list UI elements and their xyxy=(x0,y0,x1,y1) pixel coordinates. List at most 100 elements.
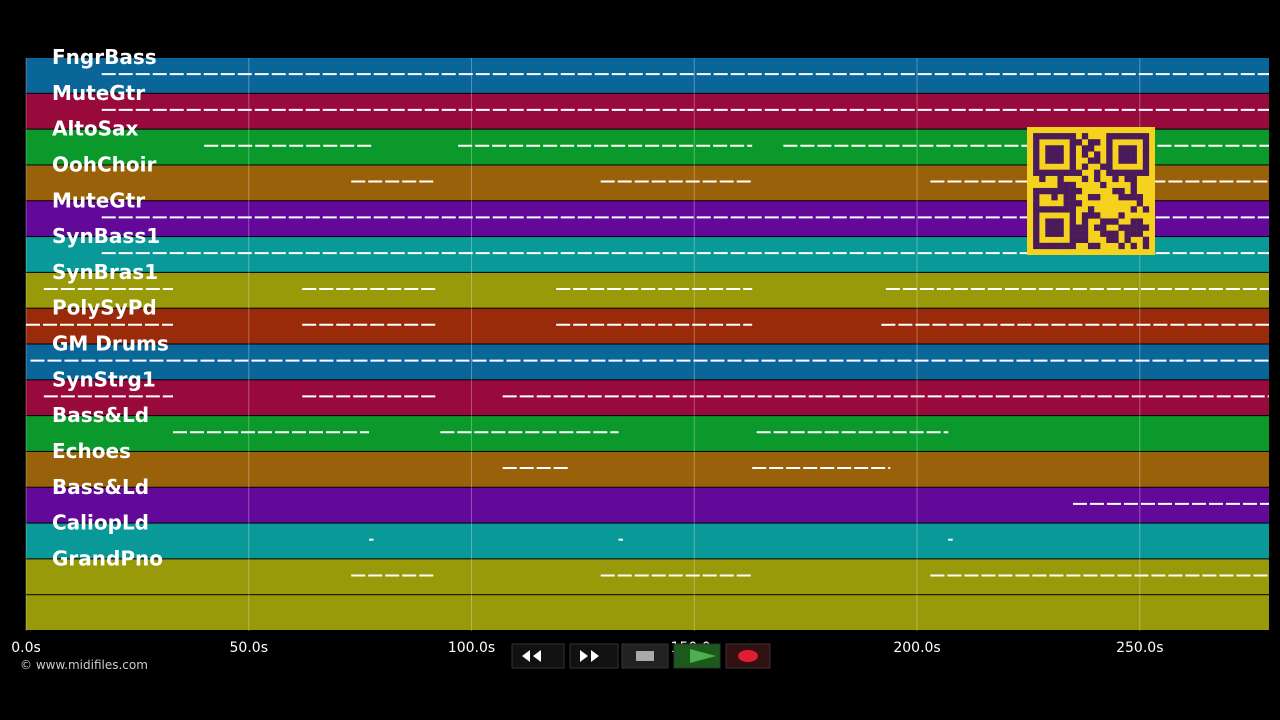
qr-cell xyxy=(1094,194,1101,201)
qr-cell xyxy=(1063,200,1070,207)
qr-cell xyxy=(1075,236,1083,244)
qr-cell xyxy=(1118,212,1125,219)
qr-cell xyxy=(1069,206,1076,213)
qr-cell xyxy=(1081,163,1089,170)
lane xyxy=(26,559,1269,595)
qr-cell xyxy=(1045,151,1052,158)
lane xyxy=(26,344,1269,380)
qr-cell xyxy=(1057,151,1064,158)
qr-cell xyxy=(1069,218,1076,225)
qr-cell xyxy=(1069,224,1076,231)
qr-cell xyxy=(1094,212,1101,219)
qr-cell xyxy=(1033,169,1040,176)
qr-cell xyxy=(1033,157,1040,164)
qr-cell xyxy=(1087,212,1095,219)
qr-cell xyxy=(1045,230,1052,237)
track-name: SynStrg1 xyxy=(52,367,156,391)
qr-cell xyxy=(1136,169,1144,176)
lane xyxy=(26,380,1269,416)
qr-code xyxy=(1027,127,1155,255)
qr-cell xyxy=(1039,187,1046,195)
qr-cell xyxy=(1033,242,1040,250)
qr-cell xyxy=(1142,151,1150,158)
qr-cell xyxy=(1057,181,1064,189)
qr-cell xyxy=(1063,133,1070,140)
qr-cell xyxy=(1118,224,1125,231)
grid xyxy=(25,58,1141,631)
qr-cell xyxy=(1057,206,1064,213)
qr-cell xyxy=(1094,151,1101,158)
qr-cell xyxy=(1130,133,1137,140)
forward-button[interactable] xyxy=(569,643,619,669)
qr-cell xyxy=(1142,242,1150,250)
track-name: Echoes xyxy=(52,439,131,463)
qr-cell xyxy=(1087,145,1095,152)
qr-cell xyxy=(1087,139,1095,146)
qr-cell xyxy=(1075,200,1083,207)
qr-cell xyxy=(1075,230,1083,237)
qr-cell xyxy=(1087,157,1095,164)
forward-icon xyxy=(580,650,599,662)
qr-cell xyxy=(1100,181,1107,189)
qr-cell xyxy=(1045,224,1052,231)
qr-cell xyxy=(1075,169,1083,176)
qr-cell xyxy=(1118,194,1125,201)
qr-cell xyxy=(1118,157,1125,164)
track-name: AltoSax xyxy=(52,117,139,141)
qr-cell xyxy=(1039,206,1046,213)
qr-cell xyxy=(1051,230,1058,237)
qr-cell xyxy=(1118,145,1125,152)
x-tick-label: 0.0s xyxy=(11,640,41,656)
qr-cell xyxy=(1118,151,1125,158)
qr-cell xyxy=(1063,242,1070,250)
qr-cell xyxy=(1081,151,1089,158)
qr-cell xyxy=(1033,145,1040,152)
x-tick-label: 200.0s xyxy=(893,640,940,656)
qr-cell xyxy=(1069,139,1076,146)
qr-cell xyxy=(1069,181,1076,189)
lane xyxy=(26,523,1269,559)
lane xyxy=(26,487,1269,523)
qr-cell xyxy=(1130,218,1137,225)
qr-cell xyxy=(1094,157,1101,164)
lane xyxy=(26,58,1269,93)
qr-cell xyxy=(1069,163,1076,170)
qr-cell xyxy=(1130,175,1137,183)
qr-cell xyxy=(1063,181,1070,189)
qr-cell xyxy=(1057,230,1064,237)
qr-cell xyxy=(1124,224,1131,231)
qr-cell xyxy=(1124,169,1131,176)
track-name: FngrBass xyxy=(52,45,157,69)
qr-cell xyxy=(1130,187,1137,195)
track-name: GM Drums xyxy=(52,332,169,356)
qr-cell xyxy=(1075,187,1083,195)
qr-cell xyxy=(1118,187,1125,195)
lane xyxy=(26,93,1269,129)
qr-cell xyxy=(1124,157,1131,164)
qr-cell xyxy=(1051,187,1058,195)
qr-cell xyxy=(1142,224,1150,231)
qr-cell xyxy=(1106,236,1113,244)
qr-cell xyxy=(1118,169,1125,176)
qr-cell xyxy=(1100,163,1107,170)
play-icon xyxy=(690,649,716,663)
track-name: MuteGtr xyxy=(52,81,145,105)
qr-cell xyxy=(1130,230,1137,237)
qr-cell xyxy=(1069,133,1076,140)
qr-cell xyxy=(1057,218,1064,225)
qr-cell xyxy=(1045,206,1052,213)
x-tick-label: 250.0s xyxy=(1116,640,1163,656)
qr-cell xyxy=(1130,151,1137,158)
qr-cell xyxy=(1130,145,1137,152)
qr-cell xyxy=(1136,218,1144,225)
lane xyxy=(26,595,1269,630)
qr-cell xyxy=(1130,157,1137,164)
qr-cell xyxy=(1087,242,1095,250)
track-name: PolySyPd xyxy=(52,296,157,320)
qr-cell xyxy=(1057,145,1064,152)
qr-cell xyxy=(1051,169,1058,176)
qr-cell xyxy=(1057,187,1064,195)
